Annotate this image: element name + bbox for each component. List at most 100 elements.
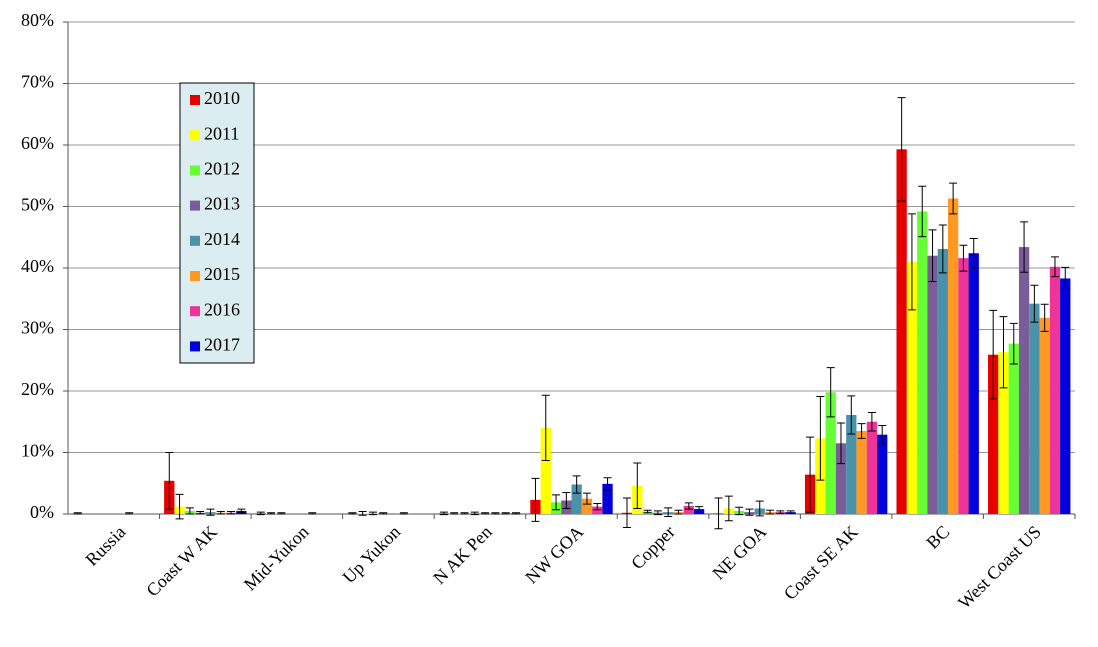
legend-box xyxy=(179,82,255,364)
error-bar xyxy=(826,367,835,418)
bar xyxy=(927,255,938,514)
error-bar xyxy=(196,511,205,515)
bar xyxy=(1060,278,1071,514)
bar xyxy=(592,506,603,514)
error-bar xyxy=(745,508,754,516)
y-tick-label: 50% xyxy=(21,195,54,215)
error-bar xyxy=(1050,256,1059,278)
error-bar xyxy=(969,237,978,269)
legend-swatch xyxy=(190,130,200,141)
legend-swatch xyxy=(190,95,200,105)
y-tick-label: 20% xyxy=(21,379,54,399)
error-bar xyxy=(562,491,571,509)
bar xyxy=(540,427,551,514)
error-bar xyxy=(928,229,937,283)
error-bar xyxy=(439,511,448,516)
legend-swatch xyxy=(190,200,200,211)
error-bar xyxy=(878,424,887,445)
error-bar xyxy=(308,512,317,515)
error-bar xyxy=(867,412,876,432)
error-bar xyxy=(897,97,906,202)
error-bar xyxy=(185,507,194,515)
x-tick-label: Coast W AK xyxy=(142,522,221,601)
error-bar xyxy=(1009,322,1018,365)
bar xyxy=(1049,266,1061,514)
error-bar xyxy=(755,500,764,517)
bar xyxy=(581,498,593,514)
error-bar xyxy=(216,511,225,515)
error-bar xyxy=(603,477,612,491)
error-bar xyxy=(766,509,775,515)
error-bar xyxy=(165,452,174,510)
x-tick-label: Copper xyxy=(627,522,679,574)
error-bar xyxy=(806,436,815,513)
error-bar xyxy=(531,477,540,522)
error-bar xyxy=(938,224,947,274)
error-bar xyxy=(73,512,82,515)
x-tick-label: West Coast US xyxy=(954,522,1045,613)
error-bar xyxy=(918,185,927,238)
error-bar xyxy=(684,502,693,510)
error-bar xyxy=(206,508,215,516)
error-bar xyxy=(368,511,377,516)
error-bar xyxy=(175,493,184,520)
error-bar xyxy=(593,503,602,511)
legend-label: 2015 xyxy=(204,264,240,284)
legend-label: 2017 xyxy=(204,335,240,355)
error-bar xyxy=(481,512,490,515)
error-bar xyxy=(237,508,246,514)
error-bar xyxy=(714,497,723,530)
x-tick-label: BC xyxy=(922,522,953,553)
error-bar xyxy=(695,506,704,513)
bar xyxy=(1008,343,1019,514)
error-bar xyxy=(501,512,510,515)
bar xyxy=(1039,317,1050,514)
legend-swatch xyxy=(190,341,200,352)
error-bar xyxy=(1040,303,1049,332)
x-tick-label: NW GOA xyxy=(521,522,587,588)
x-tick-label: N AK Pen xyxy=(429,522,495,588)
bar xyxy=(917,211,928,515)
bar xyxy=(1029,303,1040,514)
error-bar xyxy=(256,511,265,516)
bar xyxy=(866,421,878,514)
bar xyxy=(968,253,979,515)
x-tick-label: Russia xyxy=(81,522,129,570)
error-bar xyxy=(1020,221,1029,273)
legend-label: 2013 xyxy=(204,194,240,214)
legend-label: 2010 xyxy=(204,88,240,108)
error-bar xyxy=(836,422,845,465)
bar xyxy=(846,414,857,514)
y-tick-label: 40% xyxy=(21,256,54,276)
x-tick-label: Mid-Yukon xyxy=(240,522,313,595)
error-bar xyxy=(348,512,357,515)
error-bar xyxy=(674,509,683,515)
error-bar xyxy=(512,512,521,515)
error-bar xyxy=(959,244,968,272)
y-tick-label: 80% xyxy=(21,10,54,30)
error-bar xyxy=(277,512,286,515)
bar xyxy=(937,248,948,514)
bar xyxy=(947,198,959,514)
bar xyxy=(988,354,999,514)
error-bar xyxy=(552,494,561,511)
x-tick-label: NE GOA xyxy=(708,522,770,584)
y-tick-label: 70% xyxy=(21,72,54,92)
y-tick-label: 30% xyxy=(21,318,54,338)
bar xyxy=(877,434,888,514)
legend-swatch xyxy=(190,235,200,246)
x-tick-label: Up Yukon xyxy=(339,522,405,588)
error-bar xyxy=(999,316,1008,389)
legend-label: 2014 xyxy=(204,229,240,249)
bar xyxy=(683,506,694,514)
error-bar xyxy=(541,394,550,461)
legend-swatch xyxy=(190,306,200,317)
bar xyxy=(896,149,907,514)
y-tick-label: 60% xyxy=(21,133,54,153)
error-bar xyxy=(1030,284,1039,323)
y-tick-label: 10% xyxy=(21,441,54,461)
error-bar xyxy=(989,309,998,400)
error-bar xyxy=(460,512,469,515)
bar xyxy=(825,392,836,514)
